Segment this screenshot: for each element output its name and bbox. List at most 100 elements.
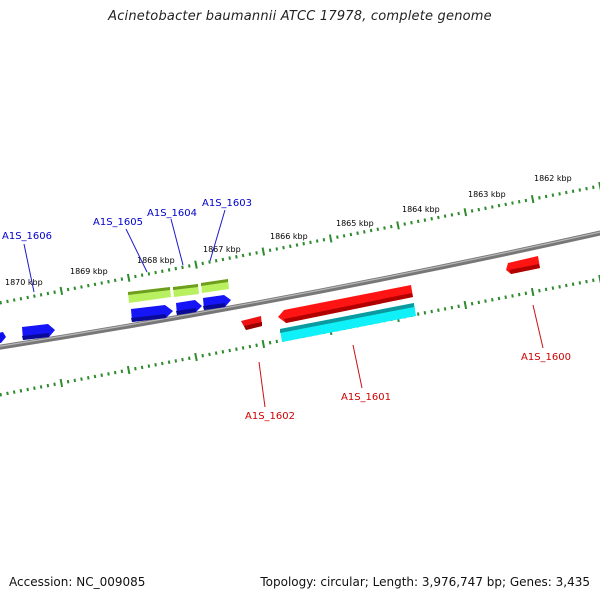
outer-tick xyxy=(437,215,440,220)
outer-tick xyxy=(315,239,319,243)
outer-tick xyxy=(423,218,427,222)
inner-tick xyxy=(592,278,595,283)
outer-tick xyxy=(87,283,90,288)
inner-tick xyxy=(551,286,555,290)
outer-tick xyxy=(19,297,23,301)
outer-tick xyxy=(120,277,124,281)
outer-tick xyxy=(80,285,83,289)
map-title: Acinetobacter baumannii ATCC 17978, comp… xyxy=(108,9,492,24)
outer-tick xyxy=(328,234,333,243)
kbp-label-1869: 1869 kbp xyxy=(70,267,108,276)
outer-tick xyxy=(410,220,413,225)
kbp-label-1865: 1865 kbp xyxy=(336,219,374,228)
label-A1S_1602[interactable]: A1S_1602 xyxy=(245,411,295,422)
inner-tick xyxy=(93,374,97,379)
outer-tick xyxy=(430,217,433,221)
label-A1S_1601[interactable]: A1S_1601 xyxy=(341,392,391,403)
inner-tick xyxy=(430,309,433,314)
outer-tick xyxy=(585,186,588,191)
inner-tick xyxy=(416,312,420,316)
outer-tick xyxy=(66,287,70,292)
inner-tick xyxy=(53,382,56,387)
inner-tick xyxy=(241,346,245,350)
outer-tick xyxy=(161,269,164,273)
label-A1S_1606[interactable]: A1S_1606 xyxy=(2,231,52,242)
inner-tick xyxy=(524,291,528,296)
inner-tick xyxy=(235,347,238,351)
outer-tick xyxy=(126,273,131,282)
outer-tick xyxy=(309,240,312,245)
outer-tick xyxy=(403,222,406,226)
red-gene-group xyxy=(241,256,540,342)
inner-tick xyxy=(443,307,447,311)
outer-tick xyxy=(530,195,535,204)
outer-tick xyxy=(517,200,521,204)
inner-tick xyxy=(126,365,131,375)
outer-tick xyxy=(376,227,380,231)
inner-tick xyxy=(497,296,501,301)
inner-tick xyxy=(504,295,507,299)
outer-tick xyxy=(497,203,501,208)
inner-tick xyxy=(19,389,23,393)
label-A1S_1603[interactable]: A1S_1603 xyxy=(202,198,252,209)
inner-tick xyxy=(26,387,29,392)
outer-tick xyxy=(275,247,279,251)
outer-tick xyxy=(363,230,366,234)
inner-tick xyxy=(470,301,474,306)
inner-tick xyxy=(530,287,535,297)
outer-tick xyxy=(470,209,474,213)
inner-tick xyxy=(228,348,231,353)
label-A1S_1600[interactable]: A1S_1600 xyxy=(521,352,571,363)
outer-tick xyxy=(235,255,238,259)
outer-tick xyxy=(484,206,487,211)
kbp-label-1870: 1870 kbp xyxy=(5,278,43,287)
inner-tick xyxy=(154,363,157,367)
inner-tick xyxy=(201,353,204,358)
inner-tick xyxy=(268,340,272,345)
inner-tick xyxy=(571,282,575,286)
inner-tick xyxy=(208,352,211,357)
outer-tick xyxy=(100,281,103,285)
inner-tick xyxy=(214,351,218,355)
label-A1S_1604[interactable]: A1S_1604 xyxy=(147,208,197,219)
outer-tick xyxy=(477,207,481,212)
outer-tick xyxy=(342,234,346,238)
inner-tick xyxy=(181,357,184,362)
outer-tick xyxy=(208,260,211,264)
outer-tick xyxy=(113,278,117,283)
inner-tick xyxy=(450,305,454,310)
outer-tick xyxy=(356,231,359,235)
label-A1S_1605[interactable]: A1S_1605 xyxy=(93,217,143,228)
inner-tick xyxy=(511,294,514,298)
outer-tick xyxy=(167,268,171,272)
inner-tick xyxy=(39,385,43,389)
outer-tick xyxy=(336,235,339,239)
outer-tick xyxy=(53,290,56,294)
inner-tick xyxy=(491,298,494,302)
outer-tick xyxy=(93,282,97,287)
outer-tick xyxy=(598,181,600,191)
inner-tick xyxy=(0,392,2,397)
outer-tick xyxy=(221,257,225,262)
inner-tick xyxy=(147,364,151,368)
inner-tick xyxy=(107,372,110,376)
inner-tick xyxy=(261,339,266,349)
outer-tick xyxy=(268,248,272,252)
outer-tick xyxy=(289,244,292,249)
outer-tick xyxy=(369,228,373,233)
genome-backbone xyxy=(0,230,600,350)
gene-A1S_1607-blue[interactable] xyxy=(0,332,6,343)
inner-tick xyxy=(255,343,258,348)
outer-tick xyxy=(443,214,447,218)
inner-tick xyxy=(437,308,440,312)
outer-tick xyxy=(383,226,386,230)
inner-tick xyxy=(80,377,83,381)
genome-summary-text: Topology: circular; Length: 3,976,747 bp… xyxy=(260,575,590,589)
outer-tick xyxy=(504,202,507,207)
outer-tick xyxy=(134,274,137,279)
inner-tick xyxy=(457,304,460,309)
outer-tick xyxy=(59,286,64,295)
outer-tick-track xyxy=(0,181,600,305)
kbp-label-1862: 1862 kbp xyxy=(534,174,572,183)
